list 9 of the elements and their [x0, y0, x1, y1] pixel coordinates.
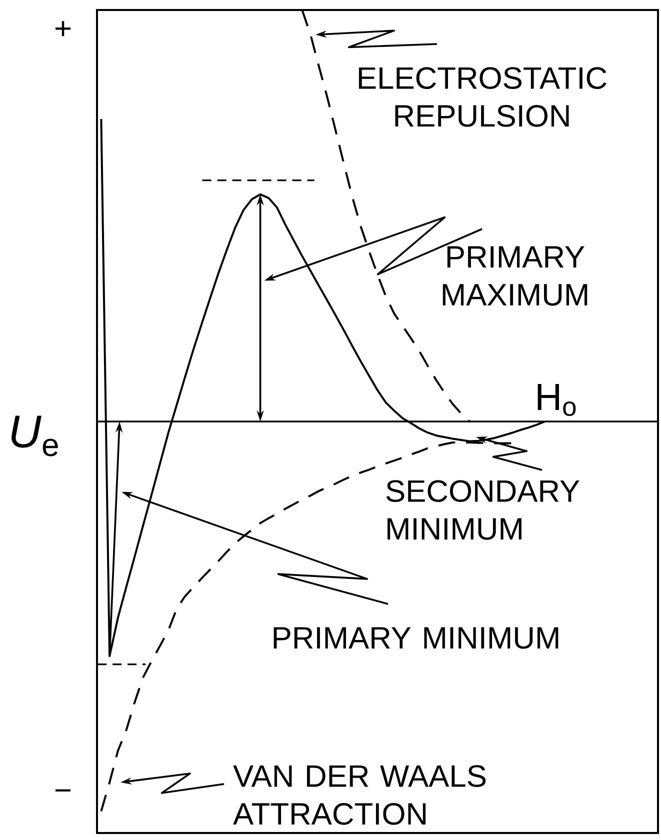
- annotation: PRIMARY MINIMUM: [274, 627, 558, 649]
- y-axis-title: U$_{e}$: [12, 416, 58, 456]
- annotation: VAN DER WAALS ATTRACTION: [233, 765, 486, 825]
- text: −: [56, 789, 71, 792]
- x-axis-title: H$_{o}$: [538, 384, 576, 416]
- annotation: SECONDARY MINIMUM: [386, 480, 580, 540]
- annotation: ELECTROSTATIC REPULSION: [358, 67, 606, 127]
- text: +: [56, 21, 70, 36]
- annotation: PRIMARY MAXIMUM: [442, 246, 588, 306]
